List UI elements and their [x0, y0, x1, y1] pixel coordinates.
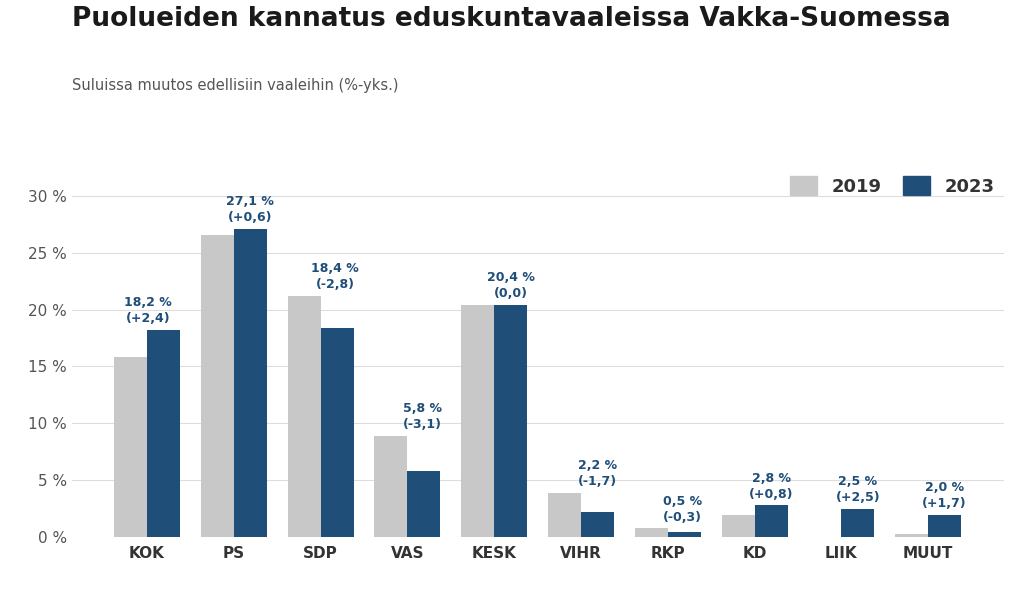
Text: 27,1 %
(+0,6): 27,1 % (+0,6) — [226, 195, 274, 224]
Bar — [408, 471, 440, 537]
Bar — [375, 436, 408, 537]
Text: Puolueiden kannatus eduskuntavaaleissa Vakka-Suomessa: Puolueiden kannatus eduskuntavaaleissa V… — [72, 6, 950, 32]
Text: Suluissa muutos edellisiin vaaleihin (%-yks.): Suluissa muutos edellisiin vaaleihin (%-… — [72, 78, 398, 93]
Bar — [495, 305, 527, 537]
Bar — [668, 531, 700, 537]
Bar — [201, 235, 233, 537]
Bar — [461, 305, 495, 537]
Text: 18,2 %
(+2,4): 18,2 % (+2,4) — [124, 297, 172, 325]
Text: 2,0 %
(+1,7): 2,0 % (+1,7) — [923, 481, 967, 510]
Text: 20,4 %
(0,0): 20,4 % (0,0) — [486, 272, 535, 300]
Bar — [722, 515, 755, 537]
Bar — [321, 328, 353, 537]
Bar — [581, 512, 614, 537]
Text: 2,2 %
(-1,7): 2,2 % (-1,7) — [578, 459, 617, 488]
Text: 5,8 %
(-3,1): 5,8 % (-3,1) — [402, 402, 441, 432]
Text: 18,4 %
(-2,8): 18,4 % (-2,8) — [311, 262, 359, 291]
Legend: 2019, 2023: 2019, 2023 — [790, 176, 994, 196]
Text: 2,5 %
(+2,5): 2,5 % (+2,5) — [836, 475, 881, 504]
Bar — [548, 493, 581, 537]
Bar — [114, 358, 147, 537]
Bar — [288, 296, 321, 537]
Bar — [842, 509, 874, 537]
Bar — [233, 229, 267, 537]
Bar — [755, 506, 787, 537]
Bar — [895, 534, 928, 537]
Text: 2,8 %
(+0,8): 2,8 % (+0,8) — [749, 472, 794, 501]
Bar — [147, 330, 180, 537]
Text: 0,5 %
(-0,3): 0,5 % (-0,3) — [663, 495, 702, 524]
Bar — [635, 528, 668, 537]
Bar — [928, 515, 962, 537]
